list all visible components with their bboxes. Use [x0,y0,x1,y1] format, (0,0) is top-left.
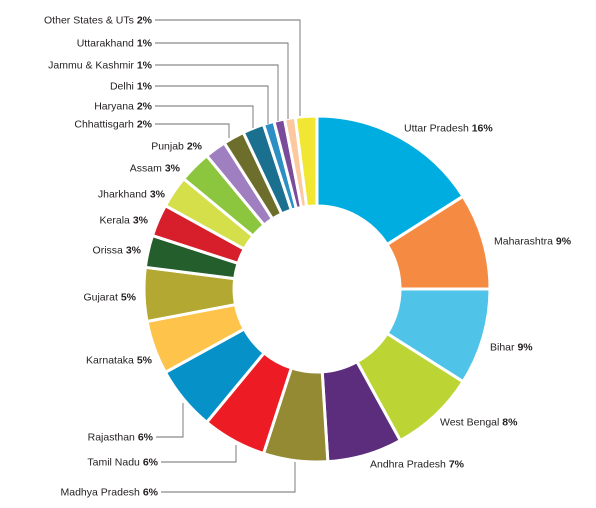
slice-label-name: Delhi [110,81,137,93]
slice-label-name: Tamil Nadu [87,457,142,469]
slice-label-value: 9% [556,236,572,248]
slice-label-value: 8% [502,417,518,429]
slice-label-assam: Assam 3% [130,163,181,175]
slice-label-jharkhand: Jharkhand 3% [98,189,166,201]
slice-label-value: 2% [137,101,153,113]
slice-label-uttarakhand: Uttarakhand 1% [77,38,153,50]
slice-label-name: Orissa [93,245,126,257]
slice-label-name: Kerala [100,215,133,227]
slice-label-name: Haryana [94,101,137,113]
slice-label-value: 2% [187,141,203,153]
slice-label-gujarat: Gujarat 5% [83,292,136,304]
slice-labels: Uttar Pradesh 16%Maharashtra 9%Bihar 9%W… [44,15,572,499]
slice-label-name: West Bengal [440,417,502,429]
slice-label-bihar: Bihar 9% [490,342,533,354]
slice-label-name: Chhattisgarh [74,119,136,131]
slice-label-name: Punjab [151,141,187,153]
slice-label-rajasthan: Rajasthan 6% [88,432,154,444]
slice-label-value: 1% [137,60,153,72]
leader-line-chhattisgarh [155,123,230,138]
slice-label-value: 1% [137,38,153,50]
slice-label-value: 5% [121,292,137,304]
slice-uttar-pradesh [315,114,465,247]
slice-label-value: 3% [126,245,142,257]
slice-label-kerala: Kerala 3% [100,215,149,227]
slice-label-value: 5% [137,355,153,367]
slice-label-value: 3% [133,215,149,227]
leader-line-uttarakhand [155,42,289,119]
slice-label-uttar-pradesh: Uttar Pradesh 16% [404,123,493,135]
leader-line-other-states-and-uts [155,19,301,116]
leader-line-jammu-and-kashmir [155,64,279,121]
slice-label-jammu-and-kashmir: Jammu & Kashmir 1% [48,60,153,72]
slice-label-haryana: Haryana 2% [94,101,152,113]
slice-other-states-and-uts [293,114,319,209]
donut-slices [142,114,492,464]
leader-line-tamil-nadu [161,445,237,463]
leader-line-delhi [155,85,269,124]
slice-label-chhattisgarh: Chhattisgarh 2% [74,119,152,131]
slice-label-delhi: Delhi 1% [110,81,153,93]
slice-label-punjab: Punjab 2% [151,141,202,153]
slice-label-value: 3% [165,163,181,175]
slice-label-orissa: Orissa 3% [93,245,142,257]
slice-label-value: 16% [472,123,494,135]
slice-label-value: 6% [143,487,159,499]
slice-label-karnataka: Karnataka 5% [86,355,153,367]
slice-label-andhra-pradesh: Andhra Pradesh 7% [370,459,465,471]
leader-line-haryana [155,105,254,128]
slice-label-name: Karnataka [86,355,137,367]
leader-lines [155,19,301,493]
leader-line-madhya-pradesh [161,462,296,493]
slice-label-name: Gujarat [83,292,120,304]
slice-label-name: Uttarakhand [77,38,137,50]
slice-label-name: Madhya Pradesh [61,487,143,499]
slice-label-name: Maharashtra [494,236,556,248]
slice-label-name: Uttar Pradesh [404,123,472,135]
slice-label-name: Rajasthan [88,432,138,444]
slice-label-madhya-pradesh: Madhya Pradesh 6% [61,487,159,499]
slice-label-value: 3% [150,189,166,201]
slice-label-value: 6% [143,457,159,469]
slice-label-maharashtra: Maharashtra 9% [494,236,572,248]
slice-label-value: 2% [137,119,153,131]
slice-label-other-states-and-uts: Other States & UTs 2% [44,15,153,27]
slice-label-value: 2% [137,15,153,27]
slice-label-value: 6% [138,432,154,444]
slice-label-name: Bihar [490,342,517,354]
slice-label-value: 9% [517,342,533,354]
slice-label-value: 1% [137,81,153,93]
slice-label-tamil-nadu: Tamil Nadu 6% [87,457,158,469]
slice-label-name: Jharkhand [98,189,150,201]
slice-label-value: 7% [449,459,465,471]
leader-line-rajasthan [156,403,184,438]
slice-label-west-bengal: West Bengal 8% [440,417,518,429]
slice-label-name: Jammu & Kashmir [48,60,137,72]
slice-label-name: Assam [130,163,165,175]
slice-label-name: Andhra Pradesh [370,459,449,471]
slice-label-name: Other States & UTs [44,15,137,27]
